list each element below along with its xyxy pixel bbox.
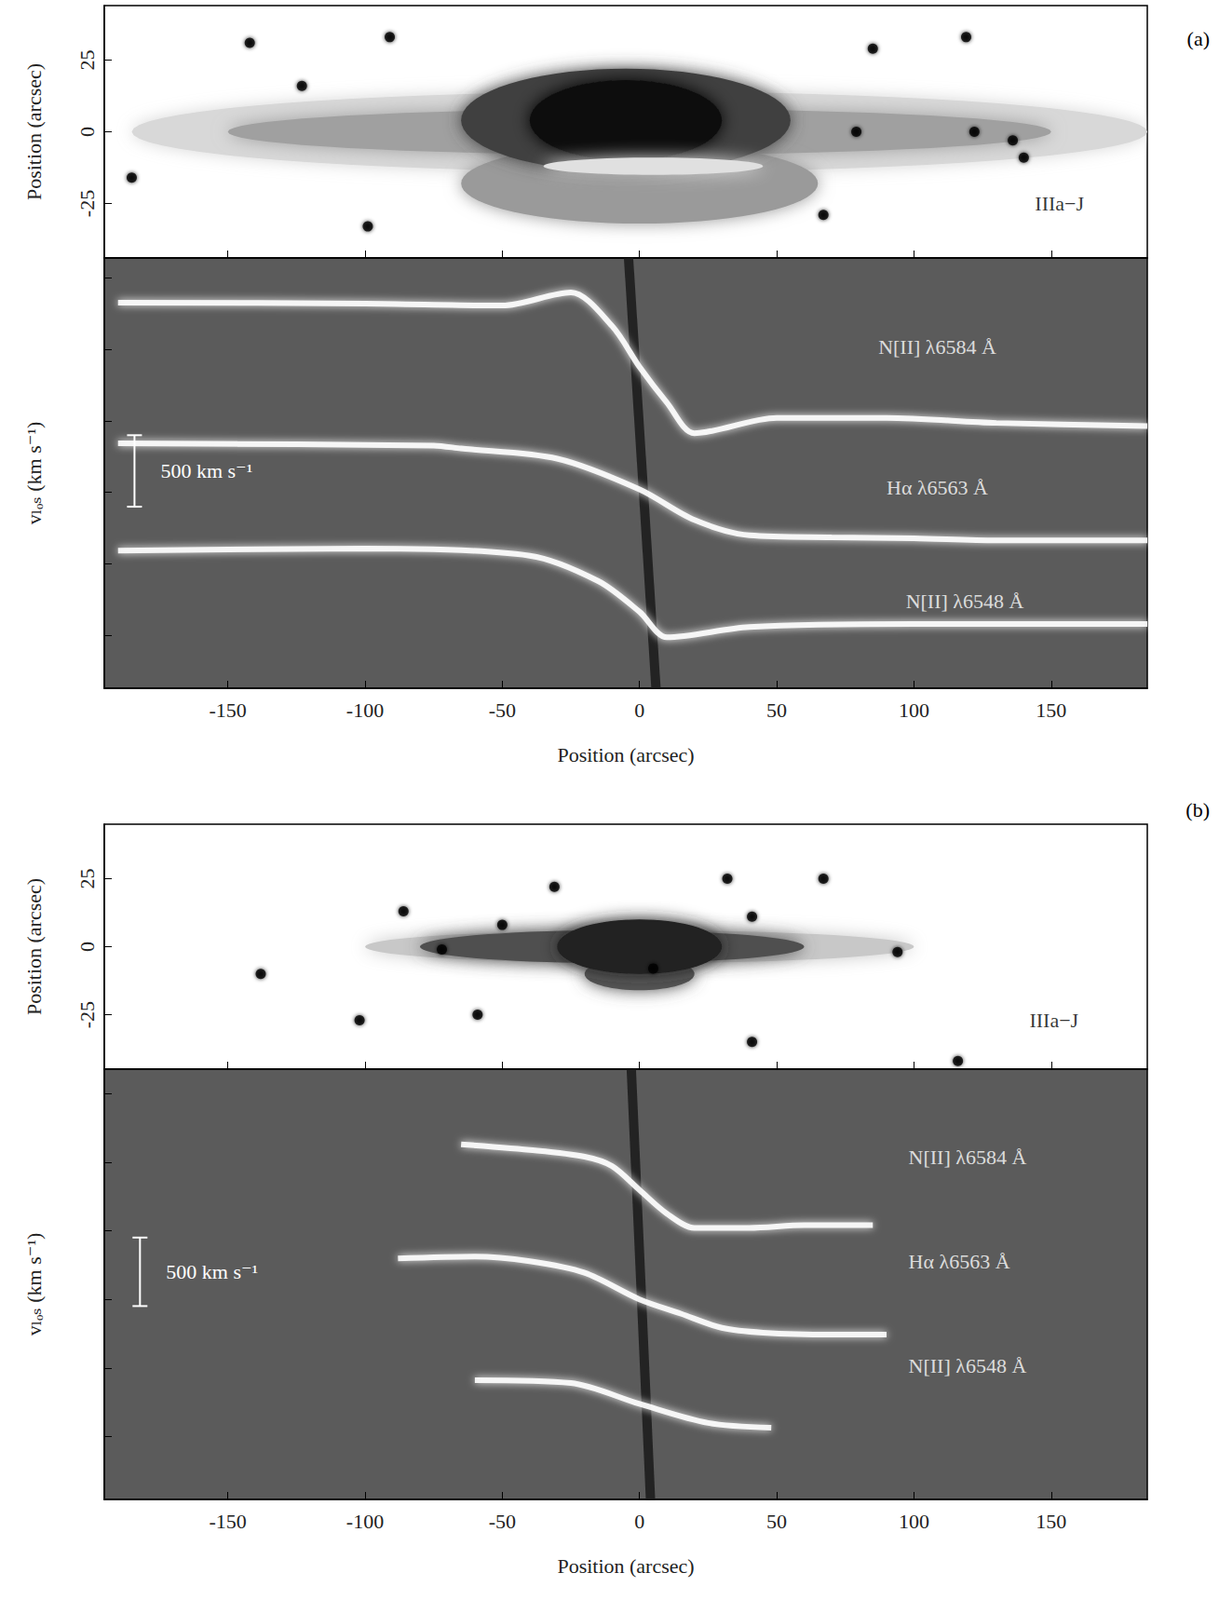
svg-text:-25: -25 (75, 189, 99, 217)
svg-text:Position (arcsec): Position (arcsec) (556, 743, 694, 767)
svg-text:vₗₒₛ (km s⁻¹): vₗₒₛ (km s⁻¹) (22, 1232, 46, 1337)
svg-text:Position (arcsec): Position (arcsec) (556, 1554, 694, 1578)
svg-text:150: 150 (1035, 1509, 1067, 1533)
svg-text:N[II] λ6584 Å: N[II] λ6584 Å (878, 335, 997, 359)
svg-text:N[II] λ6584 Å: N[II] λ6584 Å (908, 1145, 1028, 1169)
svg-text:-50: -50 (488, 1509, 516, 1533)
svg-text:(b): (b) (1185, 798, 1210, 822)
svg-text:100: 100 (898, 1509, 930, 1533)
svg-text:500 km s⁻¹: 500 km s⁻¹ (160, 459, 253, 483)
svg-text:-150: -150 (208, 698, 246, 722)
svg-text:0: 0 (634, 698, 645, 722)
svg-text:IIIa−J: IIIa−J (1029, 1008, 1079, 1032)
svg-text:500 km s⁻¹: 500 km s⁻¹ (165, 1259, 258, 1284)
svg-text:25: 25 (75, 50, 99, 71)
svg-text:-150: -150 (208, 1509, 246, 1533)
svg-text:-50: -50 (488, 698, 516, 722)
svg-text:Hα λ6563 Å: Hα λ6563 Å (908, 1249, 1011, 1274)
svg-text:25: 25 (75, 867, 99, 889)
svg-text:Position (arcsec): Position (arcsec) (22, 878, 46, 1016)
svg-text:50: 50 (766, 698, 787, 722)
svg-text:-100: -100 (346, 1509, 384, 1533)
svg-text:150: 150 (1035, 698, 1067, 722)
svg-text:N[II] λ6548 Å: N[II] λ6548 Å (908, 1354, 1028, 1378)
svg-text:Position (arcsec): Position (arcsec) (22, 63, 46, 201)
svg-text:IIIa−J: IIIa−J (1034, 191, 1084, 216)
svg-text:(a): (a) (1187, 27, 1210, 51)
svg-text:vₗₒₛ (km s⁻¹): vₗₒₛ (km s⁻¹) (22, 421, 46, 526)
svg-text:-100: -100 (346, 698, 384, 722)
svg-text:0: 0 (634, 1509, 645, 1533)
svg-text:N[II] λ6548 Å: N[II] λ6548 Å (906, 589, 1025, 613)
svg-text:0: 0 (75, 126, 99, 137)
svg-text:-25: -25 (75, 1001, 99, 1029)
svg-text:100: 100 (898, 698, 930, 722)
svg-text:0: 0 (75, 941, 99, 952)
svg-text:Hα λ6563 Å: Hα λ6563 Å (886, 475, 989, 500)
svg-text:50: 50 (766, 1509, 787, 1533)
